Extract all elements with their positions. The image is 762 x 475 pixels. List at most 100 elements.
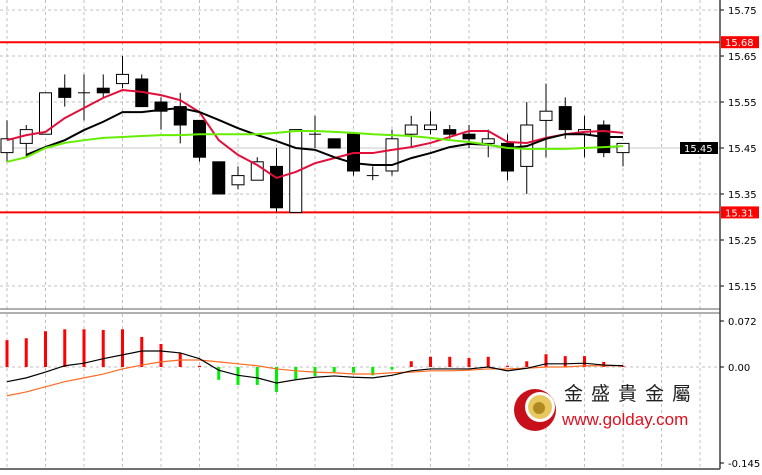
level-label-box: [721, 36, 759, 49]
price-tick-label: 15.35: [728, 190, 757, 201]
candle: [385, 129, 399, 176]
logo-emblem-icon: [514, 389, 556, 431]
candle-body-bull: [539, 110, 553, 121]
histogram-bar: [82, 329, 86, 367]
price-tick-label: 15.55: [728, 98, 757, 109]
logo-chinese-name: 金盛貴金屬: [564, 383, 700, 405]
candle: [481, 129, 495, 158]
price-tick-label: 15.75: [728, 6, 757, 17]
candle-body-bull: [616, 142, 630, 154]
histogram-bar: [198, 365, 201, 367]
level-label: 15.31: [725, 208, 754, 219]
candle-body-bull: [481, 138, 495, 144]
histogram-bar: [236, 367, 240, 385]
candle-body-bear: [558, 106, 572, 131]
candle-body-bear: [443, 129, 457, 135]
candle-body-bear: [193, 119, 206, 158]
histogram-bar: [621, 365, 625, 367]
candle-body-bear: [154, 101, 168, 112]
candle: [558, 97, 572, 139]
candle: [539, 83, 553, 158]
histogram-bar: [275, 367, 278, 392]
candle: [116, 56, 129, 89]
logo-url: www.golday.com: [562, 410, 689, 429]
histogram-bar: [506, 365, 509, 367]
histogram-bar: [409, 361, 413, 367]
histogram-bar: [390, 367, 394, 370]
price-tick-label: 15.65: [728, 52, 757, 63]
histogram-bar: [371, 367, 375, 376]
histogram-bar: [63, 329, 67, 367]
level-label: 15.68: [725, 38, 754, 49]
candle-body-bull: [424, 124, 437, 131]
candle-body-bull: [231, 175, 245, 186]
moving-average-line: [25, 106, 623, 167]
histogram-bar: [544, 354, 548, 367]
histogram-bar: [313, 367, 317, 376]
histogram-bar: [159, 343, 163, 367]
histogram-bar: [467, 358, 471, 367]
price-tick-label: 15.45: [728, 144, 757, 155]
histogram-bar: [140, 336, 144, 367]
level-label-box: [721, 206, 759, 219]
signal-line: [6, 359, 623, 397]
candle: [96, 74, 110, 98]
moving-average-line: [6, 129, 624, 163]
candle-body-bear: [597, 124, 611, 154]
candle: [39, 92, 52, 135]
main-line: [6, 350, 624, 384]
candle: [231, 166, 245, 190]
candle-body-bear: [58, 87, 72, 98]
candle-body-bear: [327, 138, 341, 149]
current-price-label: 15.45: [684, 144, 713, 155]
candle: [78, 74, 90, 121]
histogram-bar: [5, 340, 9, 367]
histogram-bar: [121, 329, 124, 367]
candle: [404, 115, 418, 148]
current-price-box: [680, 142, 718, 154]
candle-body-bear: [501, 142, 514, 172]
candle-body-bull: [116, 73, 129, 85]
candle-body-bear: [462, 133, 476, 140]
histogram-bar: [563, 356, 567, 367]
candle-body-bull: [404, 124, 418, 135]
candle-body-bear: [270, 165, 283, 209]
histogram-bar: [486, 356, 490, 367]
candle-body-bear: [173, 106, 187, 126]
candle-body-bull: [0, 138, 14, 154]
histogram-bar: [429, 356, 432, 367]
histogram-bar: [44, 331, 47, 367]
price-tick-label: 15.25: [728, 236, 757, 247]
oscillator-tick-label: -0.145: [728, 459, 760, 470]
histogram-bar: [332, 367, 336, 373]
histogram-bar: [217, 367, 221, 380]
candle: [578, 115, 591, 158]
candle: [154, 97, 168, 130]
price-tick-label: 15.15: [728, 282, 757, 293]
panel-gap: [0, 309, 720, 313]
oscillator-tick-label: 0.00: [728, 363, 750, 374]
histogram-bar: [448, 356, 452, 367]
candle: [212, 161, 226, 195]
candle: [597, 120, 611, 158]
histogram-bar: [583, 356, 586, 367]
watermark-logo: 金盛貴金屬 www.golday.com: [512, 383, 722, 437]
histogram-bar: [525, 361, 529, 367]
histogram-bar: [101, 329, 105, 367]
histogram-bar: [255, 367, 259, 385]
histogram-bar: [602, 361, 606, 367]
candle: [193, 119, 206, 162]
candle: [270, 148, 283, 213]
candle: [366, 166, 379, 181]
candle-body-bear: [212, 161, 226, 195]
candle: [424, 111, 437, 135]
histogram-bar: [24, 338, 28, 367]
candle: [58, 74, 72, 107]
candle-body-bear: [96, 87, 110, 94]
histogram-bar: [352, 367, 355, 373]
candle: [0, 120, 14, 162]
histogram-bar: [294, 367, 298, 380]
candle-body-bull: [39, 92, 52, 135]
moving-average-line: [6, 89, 624, 179]
